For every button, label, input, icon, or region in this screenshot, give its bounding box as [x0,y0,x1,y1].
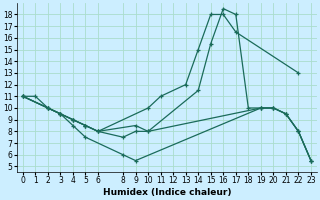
X-axis label: Humidex (Indice chaleur): Humidex (Indice chaleur) [103,188,231,197]
